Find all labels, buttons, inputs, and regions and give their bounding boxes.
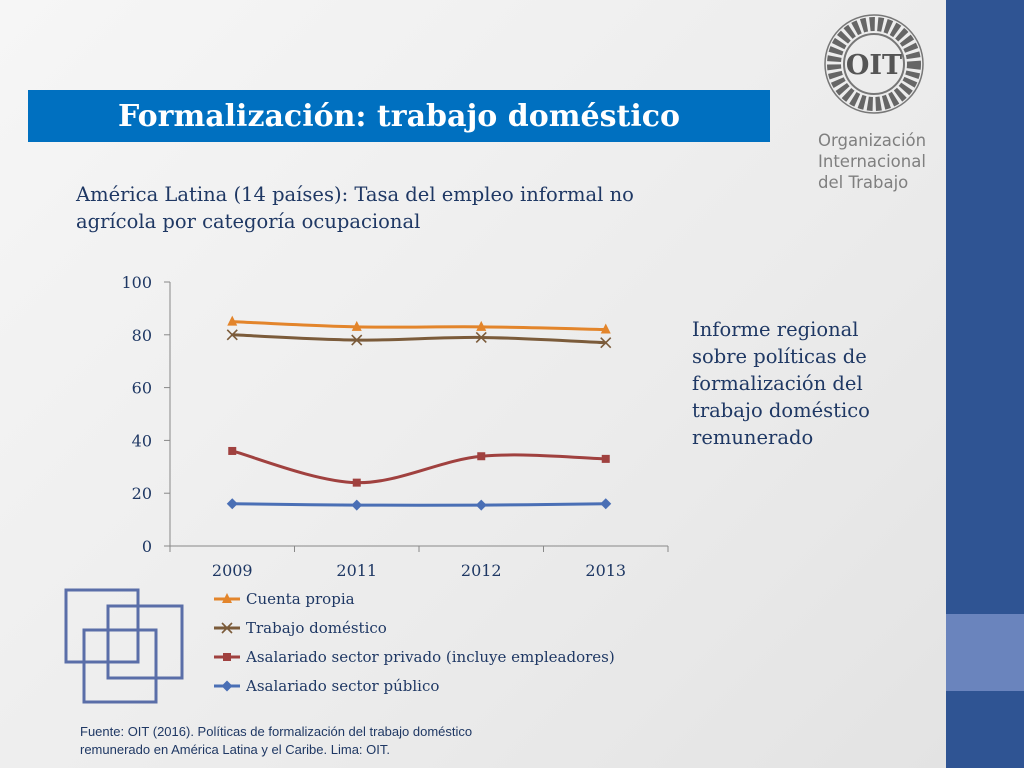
- data-point: [226, 498, 238, 510]
- data-point: [227, 315, 238, 326]
- series-line: [232, 333, 606, 345]
- x-tick-label: 2013: [585, 561, 626, 580]
- oit-emblem-icon: OIT: [824, 14, 924, 114]
- y-tick-label: 80: [132, 326, 152, 345]
- legend-marker: [221, 680, 233, 692]
- chart-title: América Latina (14 países): Tasa del emp…: [76, 183, 634, 233]
- data-point: [600, 337, 612, 349]
- data-point: [600, 498, 612, 510]
- data-point: [351, 334, 363, 346]
- series-line: [232, 320, 606, 332]
- legend-marker: [223, 653, 231, 661]
- y-tick-label: 0: [142, 537, 152, 556]
- data-point: [352, 478, 361, 487]
- legend-label: Asalariado sector privado (incluye emple…: [245, 648, 615, 666]
- x-tick-label: 2011: [336, 561, 377, 580]
- data-point: [477, 452, 486, 461]
- legend-label: Trabajo doméstico: [246, 619, 387, 637]
- data-point: [476, 320, 487, 331]
- data-point: [351, 320, 362, 331]
- line-chart: 0 20 40 60 80 100 2009 2011 2012 2013 Cuenta propi…: [121, 273, 669, 695]
- organization-name-line: del Trabajo: [818, 173, 909, 192]
- data-point: [475, 331, 487, 344]
- x-tick-label: 2012: [461, 561, 502, 580]
- legend-marker: [221, 622, 233, 634]
- slide-title: Formalización: trabajo doméstico: [118, 99, 680, 134]
- x-tick-label: 2009: [212, 561, 253, 580]
- y-tick-label: 40: [132, 431, 152, 450]
- organization-name-line: Organización: [818, 131, 927, 150]
- oit-acronym: OIT: [846, 50, 902, 81]
- organization-name-line: Internacional: [818, 152, 926, 171]
- side-note: Informe regional sobre políticas de form…: [692, 318, 870, 449]
- data-point: [601, 454, 610, 463]
- data-point: [475, 499, 487, 511]
- y-tick-label: 60: [132, 379, 152, 398]
- side-bar: [946, 0, 1024, 768]
- side-bar-accent: [946, 614, 1024, 691]
- data-point: [228, 446, 237, 455]
- data-point: [600, 323, 611, 334]
- title-banner: Formalización: trabajo doméstico: [28, 90, 770, 142]
- oit-logo: OIT Organización Internacional del Traba…: [812, 8, 940, 198]
- series-line: [232, 502, 606, 507]
- legend-label: Asalariado sector público: [245, 677, 439, 695]
- data-point: [226, 329, 238, 341]
- legend-marker: [222, 593, 232, 603]
- series-line: [231, 449, 606, 485]
- source-note: Fuente: OIT (2016). Políticas de formali…: [80, 724, 473, 757]
- legend-label: Cuenta propia: [246, 590, 355, 608]
- decorative-squares-icon: [64, 588, 184, 704]
- data-point: [351, 499, 363, 511]
- organization-name: Organización Internacional del Trabajo: [818, 130, 948, 193]
- y-tick-label: 100: [121, 273, 152, 292]
- y-tick-label: 20: [132, 484, 152, 503]
